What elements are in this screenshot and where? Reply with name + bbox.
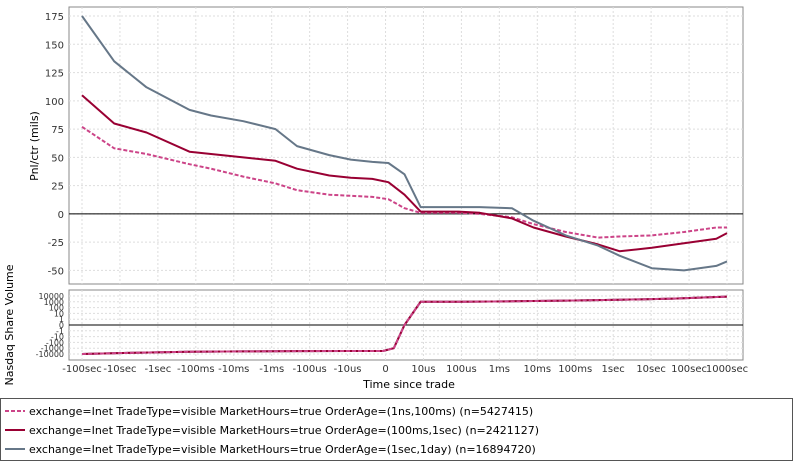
x-tick-12: 10ms bbox=[523, 364, 551, 375]
x-tick-3: -100ms bbox=[177, 364, 215, 375]
top-series-line-2 bbox=[81, 94, 728, 253]
legend-label-2: exchange=Inet TradeType=visible MarketHo… bbox=[29, 423, 540, 437]
x-tick-1: -10sec bbox=[103, 364, 136, 375]
legend-swatch-1 bbox=[5, 406, 25, 416]
legend-item-2: exchange=Inet TradeType=visible MarketHo… bbox=[5, 421, 539, 439]
legend-swatch-3 bbox=[5, 444, 25, 454]
top-y-tick-2: 125 bbox=[45, 69, 64, 80]
bottom-y-tick-7: -10 bbox=[51, 333, 64, 342]
x-tick-8: 0 bbox=[382, 364, 388, 375]
top-series-line-3 bbox=[81, 15, 728, 272]
bottom-volume-line-3 bbox=[81, 295, 728, 355]
top-y-tick-8: -25 bbox=[48, 238, 64, 249]
bottom-y-tick-1: 1000 bbox=[44, 298, 64, 307]
top-y-tick-0: 175 bbox=[45, 12, 64, 23]
x-tick-15: 10sec bbox=[636, 364, 666, 375]
bottom-y-tick-2: 100 bbox=[49, 304, 64, 313]
bottom-y-tick-10: -10000 bbox=[36, 350, 64, 359]
legend-swatch-2 bbox=[5, 425, 25, 435]
top-y-tick-3: 100 bbox=[45, 97, 64, 108]
top-series-line-1 bbox=[81, 125, 727, 239]
bottom-y-tick-5: 0 bbox=[59, 321, 64, 330]
top-y-tick-labels: 175 150 125 100 75 50 25 0 -25 -50 bbox=[45, 12, 64, 277]
x-tick-11: 1ms bbox=[489, 364, 510, 375]
top-panel: 175 150 125 100 75 50 25 0 -25 -50 Pnl/ctr (mils) bbox=[28, 6, 744, 285]
bottom-y-tick-4: 1 bbox=[59, 315, 64, 324]
bottom-series-line bbox=[81, 295, 728, 355]
x-tick-10: 100us bbox=[446, 364, 477, 375]
legend: exchange=Inet TradeType=visible MarketHo… bbox=[0, 398, 793, 461]
top-y-tick-7: 0 bbox=[58, 210, 64, 221]
legend-item-1: exchange=Inet TradeType=visible MarketHo… bbox=[5, 402, 533, 420]
legend-label-3: exchange=Inet TradeType=visible MarketHo… bbox=[29, 442, 536, 456]
x-axis-title: Time since trade bbox=[362, 378, 455, 391]
bottom-y-tick-6: -1 bbox=[56, 327, 64, 336]
legend-label-1: exchange=Inet TradeType=visible MarketHo… bbox=[29, 404, 534, 418]
top-y-tick-1: 150 bbox=[45, 40, 64, 51]
bottom-y-tick-8: -100 bbox=[46, 338, 64, 347]
x-tick-17: 1000sec bbox=[706, 364, 748, 375]
x-tick-14: 1sec bbox=[602, 364, 625, 375]
bottom-gridlines bbox=[69, 290, 743, 360]
x-tick-5: -1ms bbox=[259, 364, 284, 375]
bottom-y-tick-3: 10 bbox=[54, 309, 64, 318]
bottom-y-axis-title-line1: Nasdaq Share Volume bbox=[3, 264, 16, 385]
x-tick-2: -1sec bbox=[144, 364, 171, 375]
top-y-tick-4: 75 bbox=[51, 125, 64, 136]
x-tick-0: -100sec bbox=[62, 364, 102, 375]
top-y-axis-title: Pnl/ctr (mils) bbox=[28, 111, 41, 181]
bottom-y-tick-0: 10000 bbox=[39, 292, 64, 301]
bottom-y-tick-9: -1000 bbox=[41, 344, 64, 353]
top-y-tick-5: 50 bbox=[51, 153, 64, 164]
x-tick-6: -100us bbox=[293, 364, 327, 375]
x-tick-13: 100ms bbox=[558, 364, 592, 375]
top-gridlines bbox=[69, 7, 743, 284]
bottom-x-tick-labels: -100sec -10sec -1sec -100ms -10ms -1ms -100us -… bbox=[62, 364, 748, 375]
top-series-lines bbox=[81, 15, 728, 272]
top-plot-frame bbox=[68, 6, 744, 285]
x-tick-7: -10us bbox=[334, 364, 362, 375]
top-y-tick-6: 25 bbox=[51, 182, 64, 193]
legend-item-3: exchange=Inet TradeType=visible MarketHo… bbox=[5, 440, 536, 458]
x-tick-4: -10ms bbox=[218, 364, 249, 375]
x-tick-9: 10us bbox=[411, 364, 435, 375]
x-tick-16: 100sec bbox=[671, 364, 707, 375]
top-y-tick-9: -50 bbox=[48, 266, 64, 277]
